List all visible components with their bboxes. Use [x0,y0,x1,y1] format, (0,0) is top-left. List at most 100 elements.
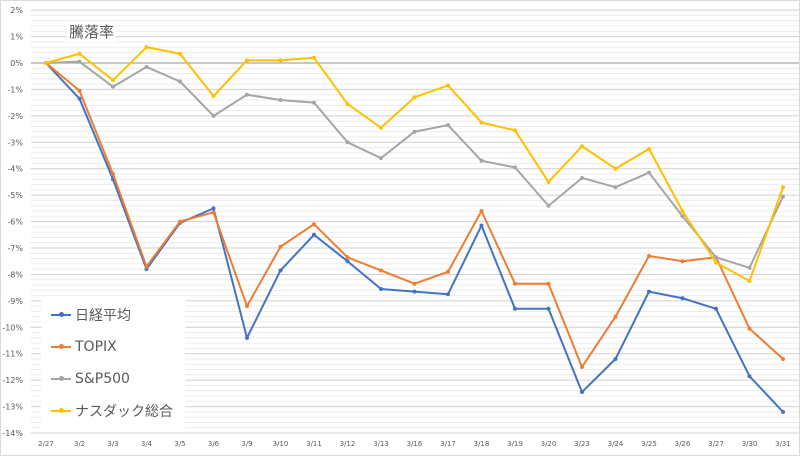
data-point [345,259,350,264]
x-tick-label: 3/16 [407,440,423,448]
series-line-2 [45,60,784,269]
y-tick-label: -7% [7,244,23,253]
data-point [546,203,551,208]
data-point [747,279,752,284]
data-point [513,165,517,170]
data-point [278,58,283,63]
data-point [479,209,484,214]
x-tick-label: 3/30 [742,440,758,448]
data-point [647,289,651,294]
x-tick-label: 3/24 [608,440,624,448]
data-point [714,255,718,260]
x-tick-label: 3/4 [141,440,153,448]
x-tick-label: 3/23 [574,440,590,448]
data-point [680,296,685,301]
data-point [77,51,82,56]
y-tick-label: -5% [7,191,23,200]
data-point [747,326,752,331]
x-tick-label: 3/10 [273,440,289,448]
x-tick-label: 3/27 [708,440,724,448]
data-point [546,306,551,311]
data-point [345,101,350,106]
x-tick-label: 3/5 [174,440,185,448]
x-tick-label: 3/18 [474,440,490,448]
data-point [747,265,752,270]
y-tick-label: -2% [7,112,23,121]
y-tick-label: -1% [7,85,23,94]
data-point [178,51,182,56]
data-point [781,409,785,414]
data-point [111,84,115,89]
data-point [278,268,283,273]
x-tick-label: 3/31 [775,440,791,448]
data-point [412,129,417,134]
x-tick-label: 3/12 [340,440,356,448]
legend-swatch [51,376,71,381]
data-point [278,244,283,249]
data-point [245,58,249,63]
data-point [412,95,417,100]
data-point [312,222,316,227]
legend-item: ナスダック総合 [51,401,173,421]
legend-swatch [51,408,71,413]
data-point [479,120,484,125]
data-point [580,175,584,180]
data-point [379,286,383,291]
data-point [580,144,584,149]
data-point [446,123,450,128]
data-point [379,125,383,130]
y-tick-label: -11% [2,350,23,359]
data-point [345,140,350,145]
data-point [144,45,149,50]
data-point [144,64,149,69]
y-tick-label: -4% [7,165,23,174]
data-point [479,158,484,163]
legend-item: TOPIX [51,337,117,357]
data-point [613,314,618,319]
legend-label: TOPIX [75,339,117,355]
data-point [446,269,450,274]
data-point [379,156,383,161]
legend-swatch [51,344,71,349]
data-point [781,357,785,362]
data-point [580,364,584,369]
data-point [211,210,216,215]
data-point [513,128,517,133]
y-tick-label: -13% [2,403,23,412]
data-point [211,206,216,211]
legend: 日経平均 TOPIX S&P500 ナスダック総合 [41,297,185,431]
data-point [178,219,182,224]
y-tick-label: 2% [10,6,23,15]
y-tick-label: 0% [10,59,23,68]
y-tick-label: -8% [7,270,23,279]
data-point [680,259,685,264]
data-point [479,223,484,228]
x-tick-label: 3/11 [306,440,322,448]
data-point [211,113,216,118]
data-point [781,194,785,199]
legend-label: 日経平均 [75,308,131,324]
y-tick-label: -3% [7,138,23,147]
legend-item: 日経平均 [51,305,131,325]
data-point [546,179,551,184]
data-point [211,94,216,99]
data-point [781,185,785,190]
data-point [680,209,685,214]
data-point [312,55,316,60]
data-point [77,59,82,64]
data-point [714,260,718,265]
data-point [446,292,450,297]
legend-label: ナスダック総合 [75,404,173,420]
data-point [613,185,618,190]
data-point [245,92,249,97]
y-tick-label: 1% [10,33,23,42]
data-point [111,78,115,83]
x-tick-label: 3/6 [208,440,220,448]
data-point [680,214,685,219]
x-tick-label: 3/9 [241,440,252,448]
x-tick-label: 3/25 [641,440,657,448]
data-point [77,96,82,101]
data-point [412,289,417,294]
x-tick-label: 3/19 [507,440,523,448]
